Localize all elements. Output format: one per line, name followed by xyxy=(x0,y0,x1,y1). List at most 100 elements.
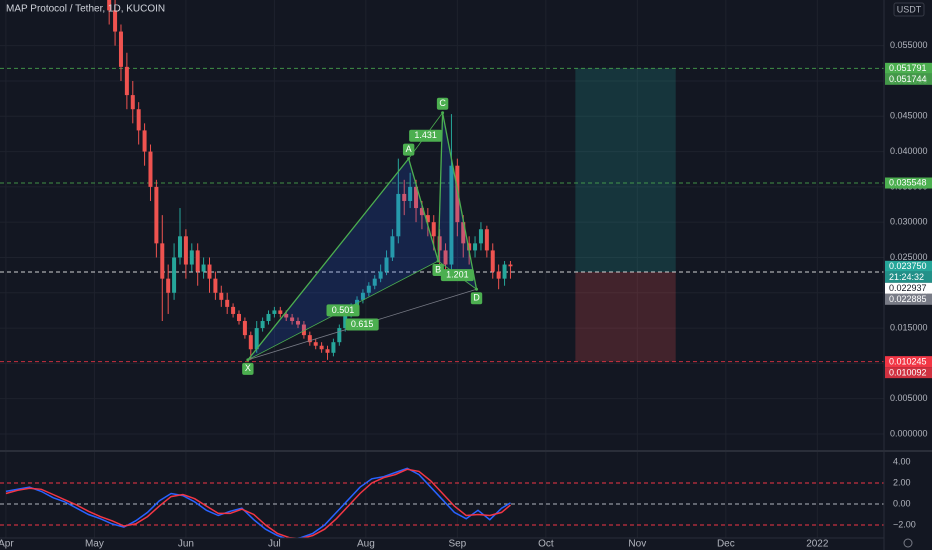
settings-icon[interactable] xyxy=(903,538,913,548)
candle-body xyxy=(207,264,212,279)
x-tick-label: Oct xyxy=(538,539,554,550)
candle-body xyxy=(508,264,513,267)
pattern-ratio: 0.615 xyxy=(351,319,374,329)
pattern-ratio-box xyxy=(326,304,360,317)
pattern-ratio: 1.431 xyxy=(414,130,437,140)
price-badge-sub xyxy=(885,293,932,305)
x-tick-label: May xyxy=(85,539,104,550)
price-badge xyxy=(885,356,932,368)
candle-body xyxy=(201,264,206,272)
candle-body xyxy=(378,271,383,279)
price-badge-sub-label: 0.010092 xyxy=(889,367,927,377)
y-tick-label: 0.040000 xyxy=(890,146,928,156)
candle-body xyxy=(213,278,218,293)
pattern-leg xyxy=(441,112,478,290)
candle-body xyxy=(272,310,277,314)
price-badge-label: 0.022937 xyxy=(889,283,927,293)
oscillator-line xyxy=(5,468,511,538)
candle-body xyxy=(260,321,265,329)
candle-body xyxy=(113,10,118,32)
pattern-point xyxy=(441,111,445,115)
chart-title: MAP Protocol / Tether, 1D, KUCOIN xyxy=(6,4,165,15)
main-pane xyxy=(0,0,884,450)
pattern-ratio-box xyxy=(409,129,443,142)
x-tick-label: Jul xyxy=(268,539,281,550)
unit-label: USDT xyxy=(897,4,922,14)
x-tick-label: Apr xyxy=(0,539,14,550)
price-badge-sub xyxy=(885,367,932,379)
x-tick-label: Nov xyxy=(628,539,646,550)
candle-body xyxy=(154,186,159,244)
candle-body xyxy=(290,317,295,322)
pattern-ratio: 1.201 xyxy=(446,270,469,280)
candle-body xyxy=(160,243,165,279)
candle-body xyxy=(301,324,306,336)
pattern-point xyxy=(436,259,440,263)
y-tick-label: −2.00 xyxy=(893,519,916,529)
candle-body xyxy=(319,345,324,350)
candle-body xyxy=(296,321,301,325)
candle-body xyxy=(431,222,436,237)
y-tick-label: 0.000000 xyxy=(890,428,928,438)
candle-body xyxy=(366,285,371,293)
candle-body xyxy=(484,229,489,251)
candle-body xyxy=(372,278,377,286)
candle-body xyxy=(467,243,472,251)
pattern-point-label: A xyxy=(406,144,412,154)
pattern-point-label-box xyxy=(402,143,415,156)
candle-body xyxy=(425,215,430,223)
candle-body xyxy=(414,186,419,209)
candle-body xyxy=(183,236,188,265)
candle-body xyxy=(402,193,407,201)
unit-box[interactable] xyxy=(893,2,925,17)
candle-body xyxy=(307,335,312,343)
candle-body xyxy=(242,321,247,336)
oscillator-pane xyxy=(0,452,884,538)
pattern-point-label-box xyxy=(242,362,254,375)
candle-body xyxy=(118,31,123,67)
candle-body xyxy=(449,165,454,265)
candle-body xyxy=(343,313,348,329)
price-badge-label: 0.051791 xyxy=(889,63,927,73)
candle-body xyxy=(225,299,230,307)
pattern-leg xyxy=(408,158,439,262)
pattern-point-label: C xyxy=(439,98,446,108)
y-tick-label: 0.015000 xyxy=(890,322,928,332)
candle-body xyxy=(284,313,289,318)
x-tick-label: Jun xyxy=(178,539,194,550)
pattern-leg xyxy=(247,158,410,361)
pattern-point-label-box xyxy=(470,292,483,305)
candle-body xyxy=(124,66,129,96)
candle-body xyxy=(248,335,253,350)
price-badge-sub-label: 0.022885 xyxy=(889,294,927,304)
candle-body xyxy=(177,236,182,258)
candle-body xyxy=(107,0,112,11)
target-zone xyxy=(575,68,676,273)
candle-body xyxy=(443,250,448,265)
x-tick-label: Sep xyxy=(448,539,466,550)
pattern-point-label: B xyxy=(435,264,441,274)
candle-body xyxy=(490,250,495,272)
x-tick-label: 2022 xyxy=(806,539,829,550)
pattern-ratio-box xyxy=(440,269,474,282)
price-badge xyxy=(885,177,932,189)
candle-body xyxy=(496,271,501,279)
candle-body xyxy=(148,151,153,187)
candle-body xyxy=(384,257,389,272)
y-tick-label: 2.00 xyxy=(893,477,911,487)
candle-body xyxy=(254,328,259,350)
candle-body xyxy=(325,349,330,353)
candle-body xyxy=(331,342,336,353)
candle-body xyxy=(130,95,135,110)
candle-body xyxy=(136,109,141,131)
y-tick-label: 4.00 xyxy=(893,456,911,466)
y-tick-label: 0.055000 xyxy=(890,40,928,50)
candle-body xyxy=(461,222,466,244)
pattern-point-label: D xyxy=(473,293,480,303)
y-tick-label: 0.030000 xyxy=(890,217,928,227)
pattern-ratio: 0.501 xyxy=(332,305,355,315)
price-badge-sub-label: 21:24:32 xyxy=(889,272,924,282)
y-tick-label: 0.00 xyxy=(893,498,911,508)
